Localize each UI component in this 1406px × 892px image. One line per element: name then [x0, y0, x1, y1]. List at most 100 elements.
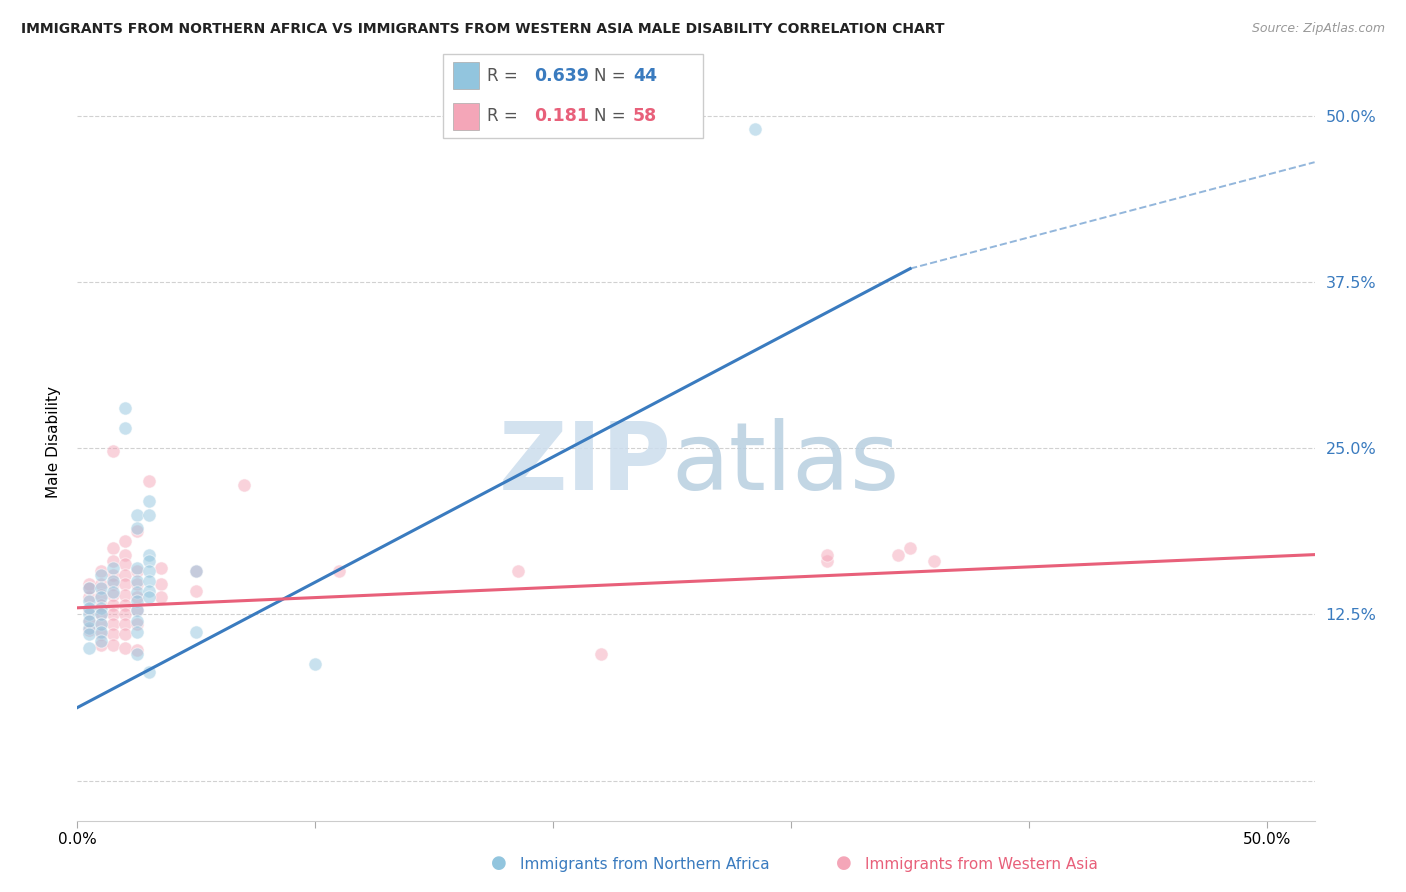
Point [101, 541, 124, 555]
Point [101, 567, 124, 582]
Text: N =: N = [593, 67, 631, 85]
Point [114, 401, 136, 416]
Point [77, 603, 100, 617]
Point [114, 577, 136, 591]
Text: N =: N = [593, 107, 631, 125]
Point [77, 614, 100, 628]
Point [114, 640, 136, 655]
Point [125, 614, 148, 628]
Point [90, 624, 112, 639]
Point [101, 561, 124, 575]
Point [77, 577, 100, 591]
Point [744, 122, 766, 136]
Point [922, 554, 945, 568]
Point [90, 587, 112, 601]
Text: ●: ● [491, 855, 508, 872]
Point [77, 621, 100, 635]
Point [77, 581, 100, 595]
Point [114, 548, 136, 562]
Text: R =: R = [486, 107, 529, 125]
Point [101, 638, 124, 652]
Point [114, 557, 136, 571]
Point [90, 616, 112, 631]
Point [114, 607, 136, 622]
Point [232, 478, 254, 492]
Point [125, 616, 148, 631]
Point [186, 624, 208, 639]
Point [90, 607, 112, 622]
Point [77, 607, 100, 622]
Text: Source: ZipAtlas.com: Source: ZipAtlas.com [1251, 22, 1385, 36]
Text: 0.639: 0.639 [534, 67, 589, 85]
Point [114, 627, 136, 641]
Point [186, 564, 208, 578]
FancyBboxPatch shape [443, 54, 703, 138]
Point [815, 548, 838, 562]
Point [138, 590, 160, 604]
Point [125, 594, 148, 608]
Text: ●: ● [835, 855, 852, 872]
Point [125, 577, 148, 591]
Bar [453, 103, 479, 130]
Point [186, 564, 208, 578]
Point [77, 590, 100, 604]
Point [125, 603, 148, 617]
Point [149, 590, 172, 604]
Point [101, 574, 124, 589]
Point [90, 590, 112, 604]
Point [589, 648, 612, 662]
Point [77, 594, 100, 608]
Text: 58: 58 [633, 107, 657, 125]
Point [138, 508, 160, 522]
Text: Immigrants from Northern Africa: Immigrants from Northern Africa [520, 857, 770, 872]
Point [114, 587, 136, 601]
Point [125, 648, 148, 662]
Point [138, 494, 160, 508]
Bar [453, 62, 479, 89]
Point [125, 508, 148, 522]
Point [90, 607, 112, 622]
Text: 44: 44 [633, 67, 657, 85]
Point [125, 564, 148, 578]
Text: 0.181: 0.181 [534, 107, 589, 125]
Point [506, 564, 529, 578]
Text: IMMIGRANTS FROM NORTHERN AFRICA VS IMMIGRANTS FROM WESTERN ASIA MALE DISABILITY : IMMIGRANTS FROM NORTHERN AFRICA VS IMMIG… [21, 22, 945, 37]
Point [114, 567, 136, 582]
Point [125, 561, 148, 575]
Text: R =: R = [486, 67, 523, 85]
Text: ZIP: ZIP [498, 418, 671, 510]
Point [125, 585, 148, 599]
Text: Immigrants from Western Asia: Immigrants from Western Asia [865, 857, 1098, 872]
Point [90, 598, 112, 612]
Point [138, 665, 160, 679]
Point [125, 603, 148, 617]
Point [114, 616, 136, 631]
Point [101, 585, 124, 599]
Y-axis label: Male Disability: Male Disability [45, 385, 60, 498]
Point [77, 581, 100, 595]
Point [125, 624, 148, 639]
Point [125, 524, 148, 538]
Point [898, 541, 921, 555]
Point [125, 574, 148, 589]
Point [114, 598, 136, 612]
Point [90, 627, 112, 641]
Point [887, 548, 910, 562]
Point [815, 554, 838, 568]
Point [101, 554, 124, 568]
Point [149, 561, 172, 575]
Point [138, 554, 160, 568]
Point [101, 607, 124, 622]
Point [77, 614, 100, 628]
Point [186, 583, 208, 598]
Point [77, 640, 100, 655]
Point [77, 624, 100, 638]
Point [138, 583, 160, 598]
Point [138, 548, 160, 562]
Point [138, 574, 160, 589]
Point [90, 577, 112, 591]
Point [90, 616, 112, 631]
Point [138, 475, 160, 489]
Point [101, 587, 124, 601]
Point [101, 577, 124, 591]
